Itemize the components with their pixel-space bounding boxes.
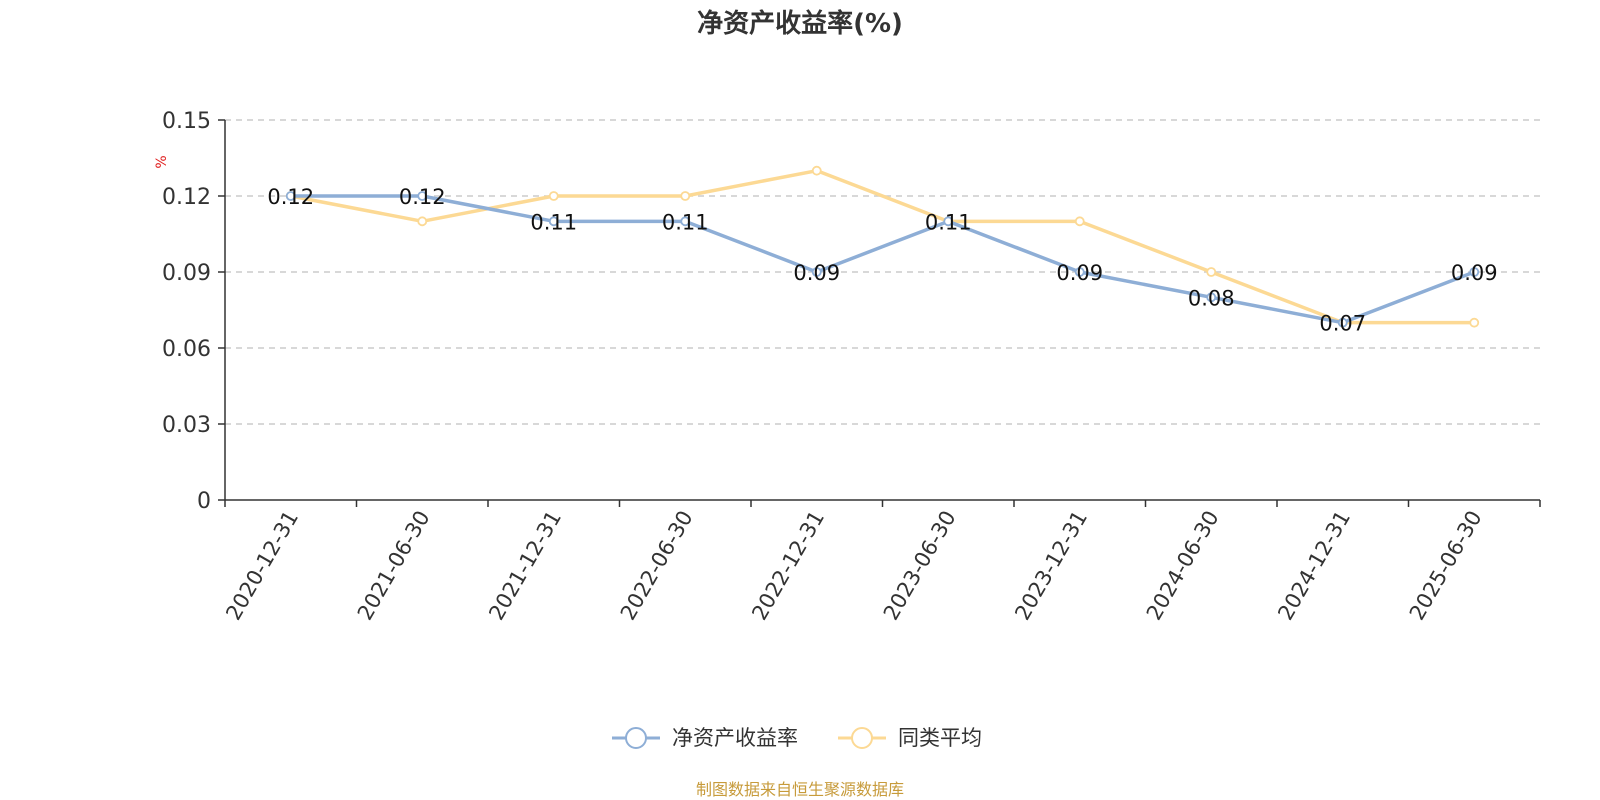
data-label: 0.12 bbox=[267, 185, 314, 209]
x-tick-label: 2024-12-31 bbox=[1273, 507, 1355, 625]
data-point-roe bbox=[943, 216, 954, 227]
data-label: 0.08 bbox=[1188, 286, 1235, 310]
data-source-note: 制图数据来自恒生聚源数据库 bbox=[696, 780, 904, 799]
data-point-roe bbox=[1074, 267, 1085, 277]
data-point-roe bbox=[1469, 267, 1480, 277]
data-point-roe bbox=[417, 191, 428, 201]
data-point-peer-average bbox=[1206, 267, 1217, 277]
data-label: 0.09 bbox=[793, 261, 840, 285]
chart-title: 净资产收益率(%) bbox=[697, 8, 903, 39]
legend-marker-peer-average bbox=[851, 727, 873, 749]
x-tick-label: 2023-12-31 bbox=[1010, 507, 1092, 625]
data-point-roe bbox=[811, 267, 822, 277]
y-tick-label: 0.06 bbox=[162, 337, 211, 362]
data-label: 0.09 bbox=[1451, 261, 1498, 285]
x-tick-label: 2022-12-31 bbox=[747, 507, 829, 625]
data-point-peer-average bbox=[548, 191, 559, 201]
data-point-roe bbox=[1337, 317, 1348, 328]
data-point-peer-average bbox=[1074, 216, 1085, 227]
data-point-peer-average bbox=[680, 191, 691, 201]
data-labels: 0.12 0.12 0.11 0.11 0.09 0.11 0.09 0.08 0.07 0.09 bbox=[267, 185, 1497, 336]
axes bbox=[224, 120, 1540, 501]
data-label: 0.11 bbox=[530, 210, 577, 234]
x-tick-label: 2025-06-30 bbox=[1405, 507, 1487, 625]
y-tick-label: 0.09 bbox=[162, 261, 211, 286]
data-point-peer-average bbox=[1469, 317, 1480, 328]
legend-item-roe[interactable]: 净资产收益率 bbox=[612, 726, 798, 750]
x-tick-label: 2021-06-30 bbox=[353, 507, 435, 625]
legend-label-peer-average: 同类平均 bbox=[898, 726, 982, 750]
y-tick-label: 0.03 bbox=[162, 413, 211, 438]
x-tick-label: 2024-06-30 bbox=[1142, 507, 1224, 625]
data-label: 0.09 bbox=[1056, 261, 1103, 285]
x-tick-label: 2022-06-30 bbox=[616, 507, 698, 625]
series-lines bbox=[285, 165, 1480, 328]
y-tick-label: 0 bbox=[197, 489, 211, 514]
data-point-roe bbox=[285, 191, 296, 201]
legend-label-roe: 净资产收益率 bbox=[672, 726, 798, 750]
data-point-roe bbox=[1206, 292, 1217, 303]
data-point-peer-average bbox=[811, 165, 822, 176]
x-tick-label: 2023-06-30 bbox=[879, 507, 961, 625]
y-tick-label: 0.12 bbox=[162, 185, 211, 210]
data-label: 0.07 bbox=[1319, 312, 1366, 336]
x-tick-label: 2020-12-31 bbox=[221, 507, 303, 625]
data-point-peer-average bbox=[417, 216, 428, 227]
legend[interactable]: 净资产收益率 同类平均 bbox=[612, 726, 982, 750]
y-tick-label: 0.15 bbox=[162, 109, 211, 134]
grid-lines bbox=[225, 119, 1540, 425]
legend-marker-roe bbox=[625, 727, 647, 749]
legend-item-peer-average[interactable]: 同类平均 bbox=[838, 726, 982, 750]
data-point-roe bbox=[548, 216, 559, 227]
data-label: 0.11 bbox=[662, 210, 709, 234]
x-tick-label: 2021-12-31 bbox=[484, 507, 566, 625]
x-axis-ticks: 2020-12-31 2021-06-30 2021-12-31 2022-06-30… bbox=[221, 500, 1541, 625]
data-label: 0.11 bbox=[925, 210, 972, 234]
data-point-roe bbox=[680, 216, 691, 227]
data-label: 0.12 bbox=[399, 185, 446, 209]
y-axis-unit: % bbox=[154, 155, 170, 168]
series-line-roe bbox=[290, 194, 1475, 325]
y-axis-ticks: 0 0.03 0.06 0.09 0.12 0.15 bbox=[162, 109, 225, 514]
